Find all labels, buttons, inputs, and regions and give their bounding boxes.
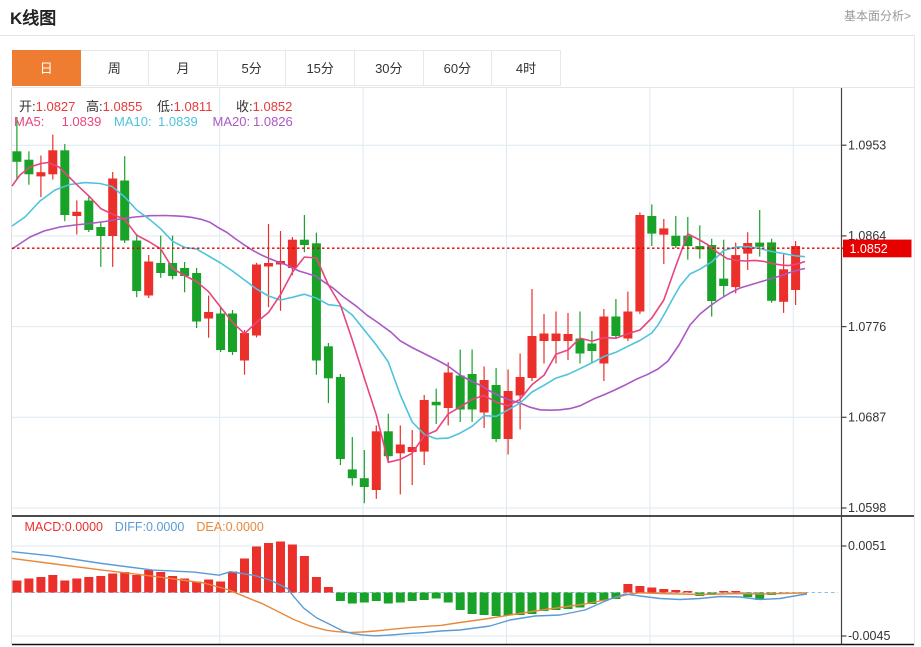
- svg-text:-0.0045: -0.0045: [848, 629, 890, 643]
- svg-text:0.0051: 0.0051: [848, 539, 886, 553]
- svg-text:1.0953: 1.0953: [848, 138, 886, 152]
- svg-text:1.0598: 1.0598: [848, 501, 886, 515]
- svg-text:1.0776: 1.0776: [848, 320, 886, 334]
- svg-text:1.0852: 1.0852: [850, 242, 888, 256]
- svg-text:1.0687: 1.0687: [848, 411, 886, 425]
